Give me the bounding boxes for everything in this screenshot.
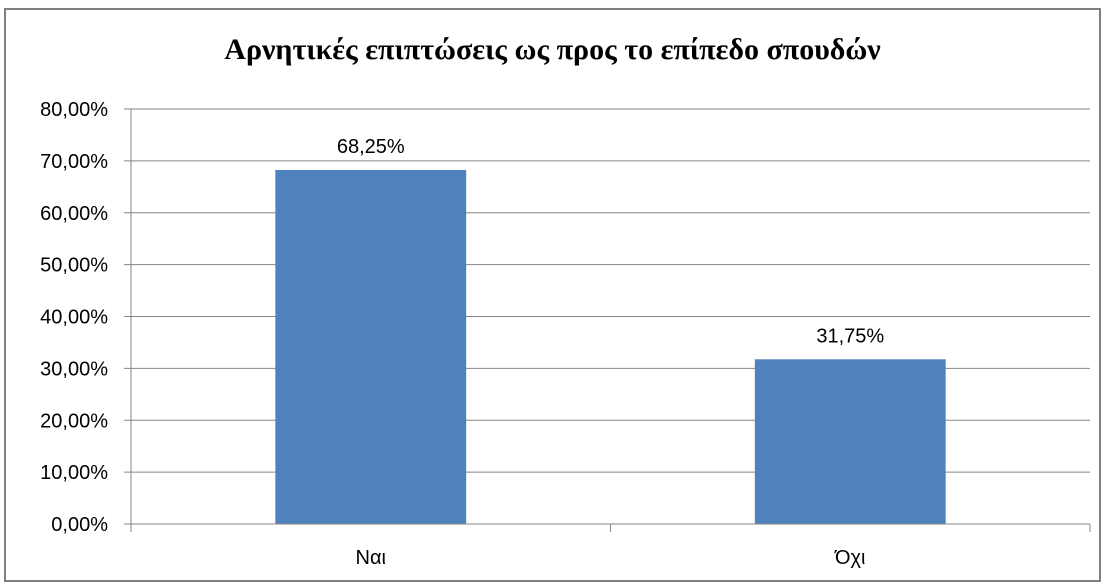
x-tick-label: Ναι [356,547,386,569]
y-tick-label: 30,00% [40,358,108,380]
y-tick-label: 60,00% [40,203,108,225]
bars [275,169,946,524]
bar-2 [754,359,946,524]
chart-title: Αρνητικές επιπτώσεις ως προς το επίπεδο … [224,33,881,66]
bar-1 [275,169,467,524]
y-tick-label: 70,00% [40,151,108,173]
y-tick-label: 0,00% [51,514,108,536]
y-tick-label: 80,00% [40,99,108,121]
axes [124,108,1091,532]
y-tick-label: 20,00% [40,410,108,432]
y-tick-label: 50,00% [40,255,108,277]
gridlines [131,108,1090,473]
labels: 0,00% 10,00% 20,00% 30,00% 40,00% 50,00% 60,00… [40,99,884,569]
y-tick-label: 10,00% [40,462,108,484]
x-tick-label: Όχι [834,547,865,569]
data-label: 31,75% [816,325,884,347]
y-tick-label: 40,00% [40,307,108,329]
data-label: 68,25% [337,136,405,158]
